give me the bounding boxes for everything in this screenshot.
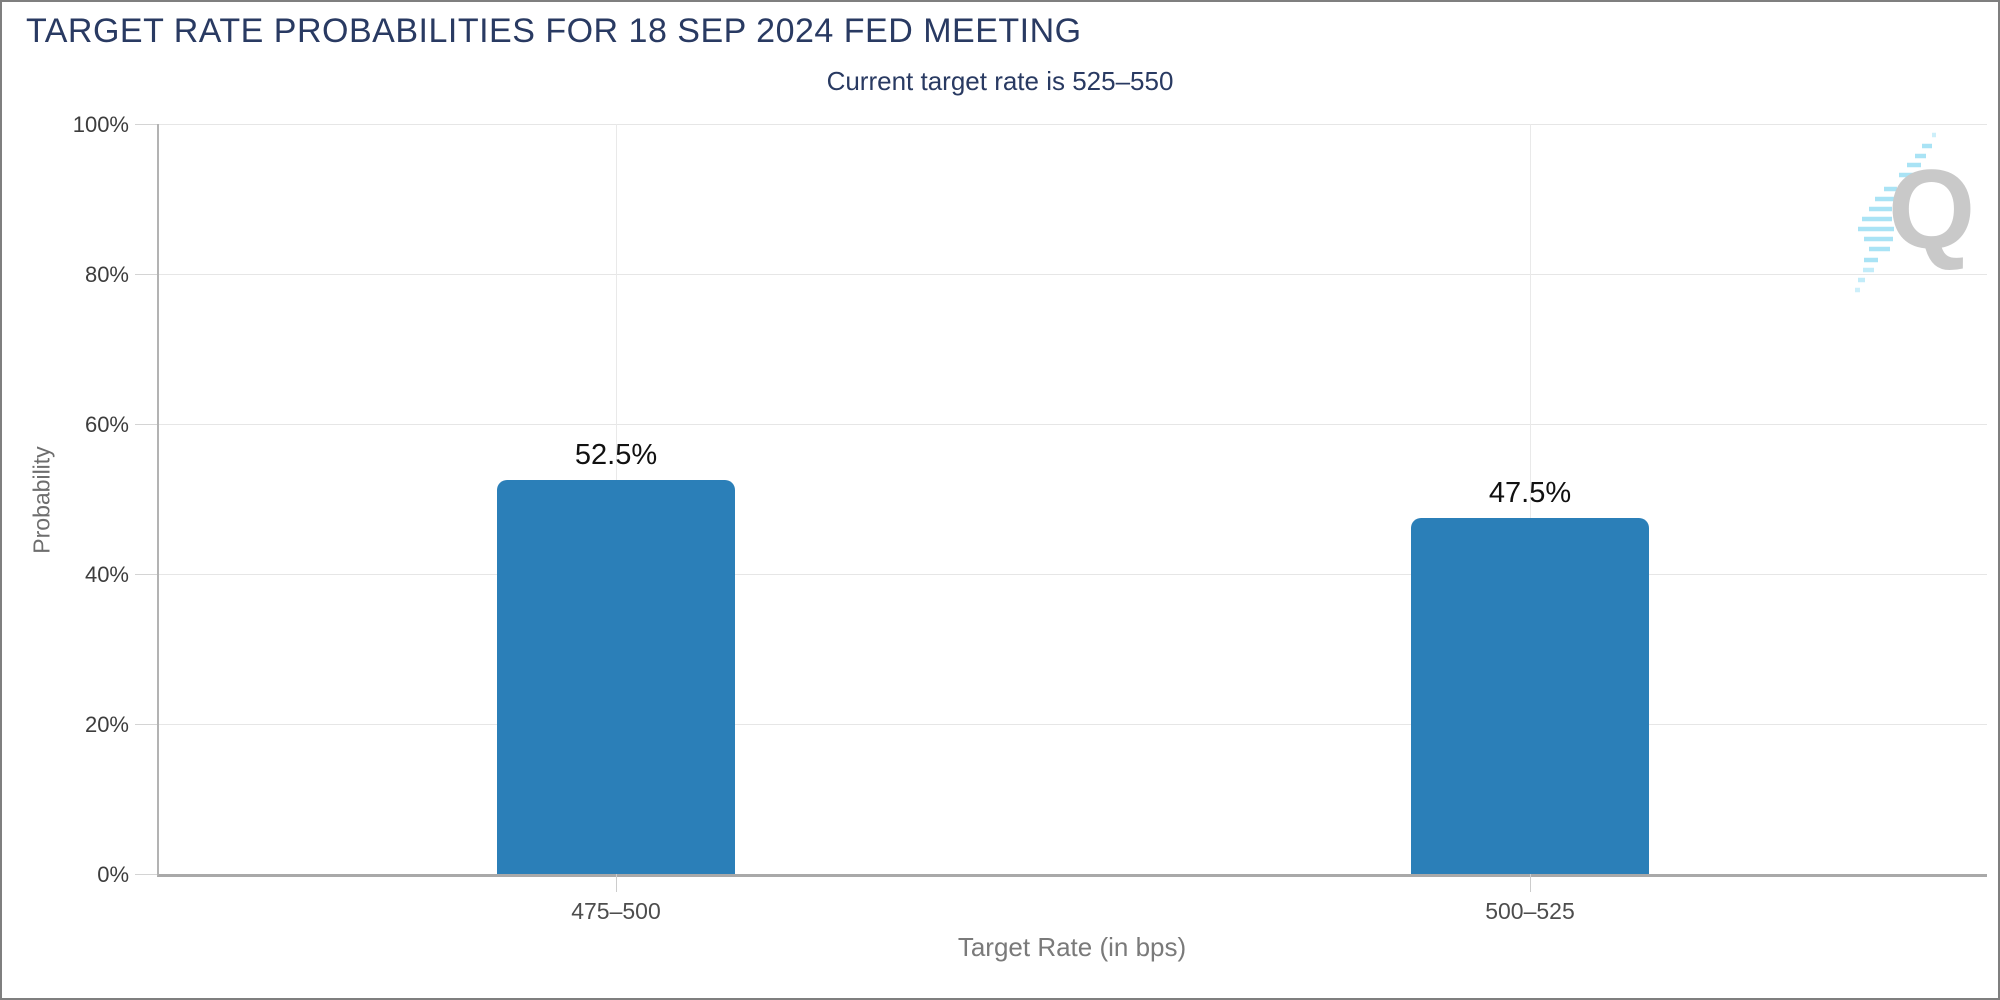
x-axis-title: Target Rate (in bps) [957, 932, 1187, 962]
y-tick [135, 574, 157, 575]
y-tick-label: 0% [97, 862, 129, 887]
x-category-label: 500–525 [1485, 898, 1575, 924]
y-tick [135, 424, 157, 425]
y-tick [135, 274, 157, 275]
y-tick-label: 40% [84, 562, 129, 587]
y-tick-label: 20% [84, 712, 129, 737]
gridline-cat-2 [1530, 124, 1531, 874]
gridline-60 [159, 424, 1987, 425]
bar[interactable] [497, 480, 735, 874]
bar-value-label: 52.5% [574, 439, 658, 472]
y-tick-label: 80% [84, 262, 129, 287]
x-tick [616, 874, 617, 892]
y-axis-title: Probability [28, 446, 55, 554]
x-tick [1530, 874, 1531, 892]
gridline-20 [159, 724, 1987, 725]
chart-subtitle: Current target rate is 525–550 [826, 66, 1174, 96]
chart-title: TARGET RATE PROBABILITIES FOR 18 SEP 202… [26, 12, 1082, 50]
plot-area: 100% 80% 60% 40% 20% 0% 52.5% 475–500 47… [73, 112, 1987, 924]
bar[interactable] [1411, 517, 1649, 874]
y-tick-label: 100% [72, 112, 129, 137]
y-tick [135, 724, 157, 725]
y-tick-label: 60% [84, 412, 129, 437]
gridline-40 [159, 574, 1987, 575]
y-tick [135, 874, 157, 875]
gridline-100 [159, 124, 1987, 125]
y-tick [135, 124, 157, 125]
bar-value-label: 47.5% [1488, 476, 1572, 509]
x-category-label: 475–500 [571, 898, 661, 924]
gridline-80 [159, 274, 1987, 275]
